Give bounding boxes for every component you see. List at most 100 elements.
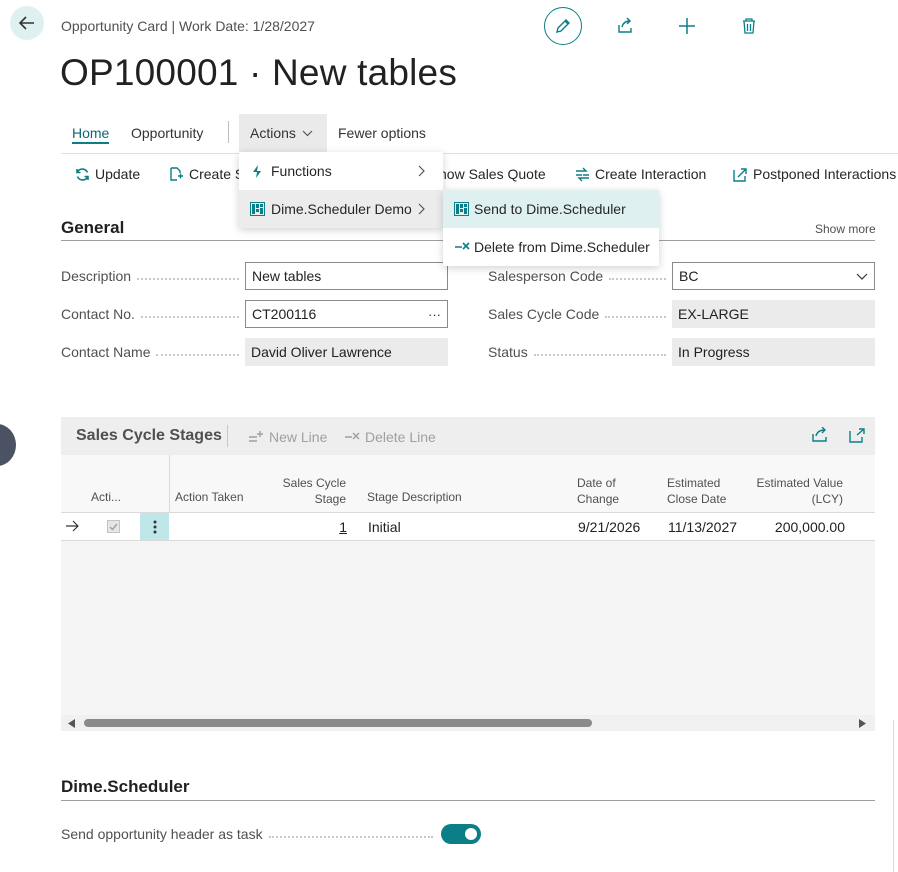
- salesperson-select[interactable]: BC: [672, 262, 875, 290]
- contact-name-value: David Oliver Lawrence: [245, 338, 448, 366]
- tab-actions-highlight: [239, 114, 327, 152]
- show-sales-quote-button[interactable]: how Sales Quote: [439, 166, 546, 182]
- menu-item-send-to-dime-scheduler[interactable]: Send to Dime.Scheduler: [443, 190, 659, 228]
- col-value-line2: (LCY): [811, 492, 843, 506]
- send-header-label-text: Send opportunity header as task: [61, 826, 263, 842]
- tab-actions-label: Actions: [250, 125, 296, 141]
- stages-separator: [227, 425, 228, 447]
- page-title: OP100001 · New tables: [60, 52, 458, 93]
- stages-grid-header: [61, 455, 875, 513]
- menu-item-send-label: Send to Dime.Scheduler: [474, 201, 626, 217]
- new-line-icon: [249, 431, 263, 442]
- table-row[interactable]: [61, 513, 875, 541]
- chevron-right-icon: [418, 165, 425, 177]
- delete-line-icon: [455, 242, 470, 250]
- row-indicator-icon: [65, 520, 80, 532]
- toggle-knob: [465, 828, 477, 840]
- row-stage-link[interactable]: 1: [339, 519, 347, 535]
- menu-item-delete-label: Delete from Dime.Scheduler: [474, 239, 650, 255]
- description-label-text: Description: [61, 268, 132, 284]
- delete-line-button[interactable]: Delete Line: [344, 429, 436, 445]
- description-input[interactable]: New tables: [245, 262, 448, 290]
- dime-scheduler-section-title: Dime.Scheduler: [61, 777, 190, 796]
- stages-part-header: [61, 417, 875, 455]
- row-stage-description: Initial: [368, 519, 401, 535]
- salesperson-value: BC: [679, 268, 699, 284]
- back-button[interactable]: [10, 6, 44, 40]
- side-panel-handle[interactable]: [0, 424, 16, 466]
- stages-share-button[interactable]: [811, 427, 829, 443]
- tab-opportunity[interactable]: Opportunity: [131, 125, 204, 141]
- contact-no-lookup-button[interactable]: ···: [428, 306, 441, 322]
- leader-dots: [268, 835, 433, 838]
- stages-part-title: Sales Cycle Stages: [76, 427, 222, 444]
- new-line-button[interactable]: New Line: [248, 429, 327, 445]
- menu-item-dime-scheduler-demo[interactable]: Dime.Scheduler Demo: [239, 190, 443, 228]
- create-quote-icon: [170, 166, 183, 181]
- row-active-checkbox[interactable]: [107, 520, 120, 533]
- sales-cycle-label: Sales Cycle Code: [488, 306, 672, 322]
- description-label: Description: [61, 268, 245, 284]
- scroll-right-icon[interactable]: [859, 719, 867, 728]
- col-close-line1: Estimated: [667, 476, 721, 490]
- salesperson-label: Salesperson Code: [488, 268, 672, 284]
- sales-cycle-value: EX-LARGE: [672, 300, 875, 328]
- sales-cycle-label-text: Sales Cycle Code: [488, 306, 600, 322]
- send-header-toggle[interactable]: [441, 824, 481, 844]
- col-divider: [169, 455, 170, 513]
- create-sales-quote-button[interactable]: Create S: [169, 166, 244, 182]
- actions-menu: Functions Dime.Scheduler Demo: [239, 152, 443, 228]
- tab-actions[interactable]: Actions: [250, 125, 313, 141]
- edit-button[interactable]: [544, 7, 582, 45]
- col-action-taken[interactable]: Action Taken: [175, 490, 244, 504]
- col-date-of-change[interactable]: Date of Change: [577, 475, 619, 507]
- show-more-link[interactable]: Show more: [815, 222, 876, 236]
- menu-item-delete-from-dime-scheduler[interactable]: Delete from Dime.Scheduler: [443, 228, 659, 266]
- dime-scheduler-divider: [61, 800, 875, 801]
- show-sales-quote-label: how Sales Quote: [439, 166, 546, 182]
- update-button[interactable]: Update: [75, 166, 140, 182]
- row-estimated-close-date: 11/13/2027: [668, 519, 738, 535]
- delete-line-icon: [345, 432, 360, 440]
- tab-home[interactable]: Home: [72, 125, 110, 144]
- nav-separator: [228, 121, 229, 143]
- chevron-right-icon: [418, 203, 425, 215]
- update-label: Update: [95, 166, 141, 182]
- chevron-down-icon: [856, 273, 868, 280]
- leader-dots: [156, 353, 239, 356]
- row-more-options-button[interactable]: [140, 513, 169, 540]
- col-active[interactable]: Acti...: [91, 490, 122, 504]
- scrollbar-thumb[interactable]: [84, 719, 592, 727]
- stages-expand-button[interactable]: [849, 428, 865, 443]
- postponed-interactions-button[interactable]: Postponed Interactions: [733, 166, 896, 182]
- new-button[interactable]: [668, 7, 706, 45]
- leader-dots: [140, 315, 239, 318]
- row-date-of-change: 9/21/2026: [578, 519, 641, 535]
- pencil-icon: [556, 19, 570, 33]
- delete-button[interactable]: [730, 7, 768, 45]
- contact-no-label-text: Contact No.: [61, 306, 135, 322]
- col-close-line2: Close Date: [667, 492, 727, 506]
- scroll-left-icon[interactable]: [68, 719, 76, 728]
- col-stage-line1: Sales Cycle: [282, 476, 346, 490]
- col-estimated-close-date[interactable]: Estimated Close Date: [667, 475, 726, 507]
- row-estimated-value: 200,000.00: [774, 519, 845, 535]
- contact-no-input[interactable]: CT200116 ···: [245, 300, 448, 328]
- plus-icon: [679, 18, 695, 34]
- leader-dots: [137, 277, 239, 280]
- col-stage-description[interactable]: Stage Description: [367, 490, 462, 504]
- share-button[interactable]: [606, 7, 644, 45]
- leader-dots: [533, 353, 666, 356]
- trash-icon: [743, 18, 755, 34]
- col-estimated-value[interactable]: Estimated Value (LCY): [745, 475, 844, 507]
- status-value: In Progress: [672, 338, 875, 366]
- create-interaction-button[interactable]: Create Interaction: [575, 166, 706, 182]
- menu-item-functions[interactable]: Functions: [239, 152, 443, 190]
- menu-item-dime-scheduler-demo-label: Dime.Scheduler Demo: [271, 201, 412, 217]
- contact-no-value: CT200116: [252, 306, 317, 322]
- postponed-icon: [733, 167, 747, 182]
- new-line-label: New Line: [269, 429, 328, 445]
- col-stage[interactable]: Sales Cycle Stage: [270, 475, 346, 507]
- fewer-options-button[interactable]: Fewer options: [338, 125, 426, 141]
- col-date-line1: Date of: [577, 476, 616, 490]
